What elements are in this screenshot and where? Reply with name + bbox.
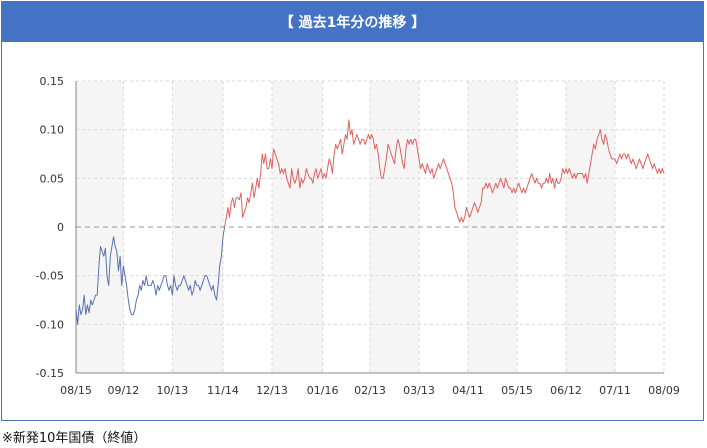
line-chart: 0.15 0.10 0.05 0 -0.05 -0.10 -0.15 08/15 09/12 10… bbox=[36, 75, 680, 397]
chart-panel: 【 過去1年分の推移 】 0.15 0.10 0.05 0 -0.05 -0.10 -0.1… bbox=[1, 1, 704, 421]
y-tick-label: -0.15 bbox=[36, 367, 64, 380]
x-tick-label: 04/11 bbox=[452, 384, 484, 397]
x-tick-label: 08/15 bbox=[60, 384, 92, 397]
x-tick-label: 01/16 bbox=[307, 384, 339, 397]
x-tick-label: 02/13 bbox=[354, 384, 386, 397]
x-tick-label: 11/14 bbox=[207, 384, 239, 397]
series-line bbox=[224, 119, 665, 228]
footnote: ※新発10年国債（終値） bbox=[2, 431, 147, 446]
x-tick-label: 03/13 bbox=[403, 384, 435, 397]
series-line bbox=[75, 226, 226, 325]
y-tick-label: 0 bbox=[57, 221, 64, 234]
x-tick-label: 05/15 bbox=[501, 384, 533, 397]
x-tick-label: 06/12 bbox=[550, 384, 582, 397]
x-tick-label: 08/09 bbox=[648, 384, 680, 397]
y-tick-label: -0.10 bbox=[36, 318, 64, 331]
month-band bbox=[272, 81, 323, 373]
y-tick-label: 0.10 bbox=[40, 124, 65, 137]
x-tick-label: 07/11 bbox=[599, 384, 631, 397]
y-tick-label: 0.15 bbox=[40, 75, 65, 88]
chart-title: 【 過去1年分の推移 】 bbox=[279, 15, 426, 31]
x-tick-label: 09/12 bbox=[108, 384, 140, 397]
x-tick-label: 12/13 bbox=[256, 384, 288, 397]
y-tick-label: -0.05 bbox=[36, 270, 64, 283]
x-tick-label: 10/13 bbox=[157, 384, 189, 397]
y-tick-label: 0.05 bbox=[40, 172, 65, 185]
chart-header: 【 過去1年分の推移 】 bbox=[2, 2, 703, 42]
